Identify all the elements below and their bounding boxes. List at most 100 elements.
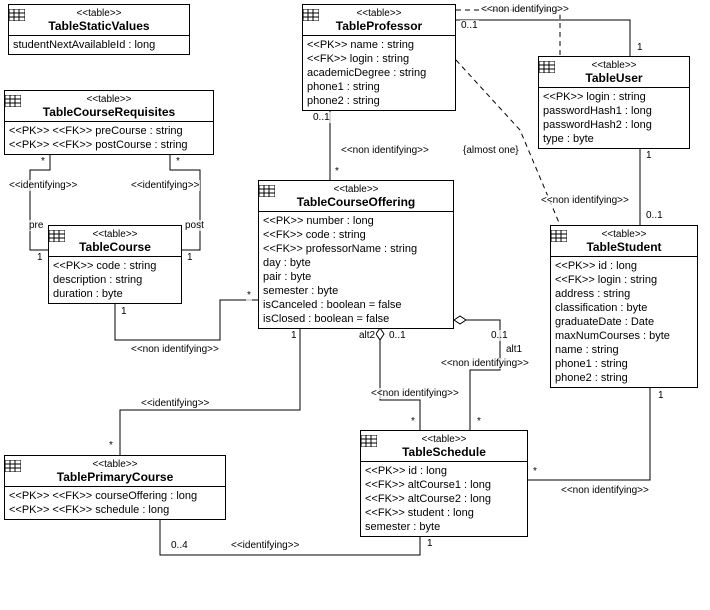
node-schedule: <<table>> TableSchedule <<PK>> id : long… (360, 430, 528, 537)
node-static-values: <<table>> TableStaticValues studentNextA… (8, 4, 190, 55)
attr: <<PK>> <<FK>> postCourse : string (9, 138, 209, 152)
label-non-identifying: <<non identifying>> (130, 344, 220, 355)
attr: <<FK>> student : long (365, 506, 523, 520)
node-title: TablePrimaryCourse (9, 470, 221, 484)
stereotype: <<table>> (601, 229, 646, 240)
mult-one: 1 (186, 252, 194, 263)
attr: <<PK>> <<FK>> preCourse : string (9, 124, 209, 138)
node-user: <<table>> TableUser <<PK>> login : strin… (538, 56, 690, 149)
mult-one: 1 (657, 390, 665, 401)
attr: <<PK>> id : long (365, 464, 523, 478)
node-title: TableUser (543, 71, 685, 85)
mult-star: * (410, 416, 416, 427)
mult-star: * (108, 440, 114, 451)
attr: phone1 : string (307, 80, 451, 94)
attr: address : string (555, 287, 693, 301)
label-identifying: <<identifying>> (230, 540, 300, 551)
label-non-identifying: <<non identifying>> (560, 485, 650, 496)
attr: type : byte (543, 132, 685, 146)
attr: day : byte (263, 256, 449, 270)
attr: semester : byte (263, 284, 449, 298)
label-non-identifying: <<non identifying>> (540, 195, 630, 206)
mult-one: 1 (36, 252, 44, 263)
label-identifying: <<identifying>> (140, 398, 210, 409)
label-identifying: <<identifying>> (130, 180, 200, 191)
mult-star: * (532, 466, 538, 477)
attr: <<PK>> <<FK>> schedule : long (9, 503, 221, 517)
stereotype: <<table>> (356, 8, 401, 19)
attr: <<PK>> login : string (543, 90, 685, 104)
node-primary-course: <<table>> TablePrimaryCourse <<PK>> <<FK… (4, 455, 226, 520)
role-pre: pre (28, 220, 44, 231)
stereotype: <<table>> (92, 229, 137, 240)
label-almost-one: {almost one} (462, 145, 520, 156)
attr: pair : byte (263, 270, 449, 284)
attr: isClosed : boolean = false (263, 312, 449, 326)
mult-zero-one: 0..1 (460, 20, 479, 31)
mult-one: 1 (290, 330, 298, 341)
attr: <<FK>> altCourse2 : long (365, 492, 523, 506)
role-post: post (184, 220, 205, 231)
node-professor: <<table>> TableProfessor <<PK>> name : s… (302, 4, 456, 111)
attr: studentNextAvailableId : long (13, 38, 185, 52)
node-title: TableCourse (53, 240, 177, 254)
label-identifying: <<identifying>> (8, 180, 78, 191)
attr: phone2 : string (307, 94, 451, 108)
node-course: <<table>> TableCourse <<PK>> code : stri… (48, 225, 182, 304)
attr: <<FK>> altCourse1 : long (365, 478, 523, 492)
stereotype: <<table>> (591, 60, 636, 71)
mult-zero-one: 0..1 (388, 330, 407, 341)
attr: semester : byte (365, 520, 523, 534)
attr: <<PK>> code : string (53, 259, 177, 273)
role-alt2: alt2 (358, 330, 376, 341)
attr: <<PK>> name : string (307, 38, 451, 52)
node-title: TableStaticValues (13, 19, 185, 33)
attr: duration : byte (53, 287, 177, 301)
mult-star: * (246, 290, 252, 301)
attr: <<PK>> id : long (555, 259, 693, 273)
mult-star: * (175, 156, 181, 167)
mult-zero-four: 0..4 (170, 540, 189, 551)
attr: <<FK>> login : string (555, 273, 693, 287)
attr: phone2 : string (555, 371, 693, 385)
node-title: TableProfessor (307, 19, 451, 33)
stereotype: <<table>> (333, 184, 378, 195)
attr: phone1 : string (555, 357, 693, 371)
mult-one: 1 (426, 538, 434, 549)
stereotype: <<table>> (92, 459, 137, 470)
mult-one: 1 (120, 306, 128, 317)
attr: maxNumCourses : byte (555, 329, 693, 343)
node-title: TableStudent (555, 240, 693, 254)
attr: classification : byte (555, 301, 693, 315)
node-course-requisites: <<table>> TableCourseRequisites <<PK>> <… (4, 90, 214, 155)
label-non-identifying: <<non identifying>> (370, 388, 460, 399)
mult-star: * (476, 416, 482, 427)
node-title: TableCourseRequisites (9, 105, 209, 119)
stereotype: <<table>> (421, 434, 466, 445)
attr: <<FK>> professorName : string (263, 242, 449, 256)
attr: passwordHash1 : long (543, 104, 685, 118)
node-title: TableCourseOffering (263, 195, 449, 209)
node-course-offering: <<table>> TableCourseOffering <<PK>> num… (258, 180, 454, 329)
mult-one: 1 (636, 42, 644, 53)
mult-zero-one: 0..1 (645, 210, 664, 221)
mult-star: * (40, 156, 46, 167)
role-alt1: alt1 (505, 344, 523, 355)
attr: passwordHash2 : long (543, 118, 685, 132)
mult-star: * (334, 166, 340, 177)
attr: description : string (53, 273, 177, 287)
attr: <<PK>> <<FK>> courseOffering : long (9, 489, 221, 503)
attr: name : string (555, 343, 693, 357)
stereotype: <<table>> (76, 8, 121, 19)
label-non-identifying: <<non identifying>> (480, 4, 570, 15)
mult-one: 1 (645, 150, 653, 161)
node-student: <<table>> TableStudent <<PK>> id : long … (550, 225, 698, 388)
attr: academicDegree : string (307, 66, 451, 80)
attr: <<FK>> login : string (307, 52, 451, 66)
label-non-identifying: <<non identifying>> (440, 358, 530, 369)
mult-zero-one: 0..1 (312, 112, 331, 123)
node-title: TableSchedule (365, 445, 523, 459)
attr: graduateDate : Date (555, 315, 693, 329)
attr: <<PK>> number : long (263, 214, 449, 228)
attr: <<FK>> code : string (263, 228, 449, 242)
